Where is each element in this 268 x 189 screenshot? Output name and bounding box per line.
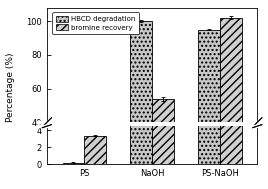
Text: Percentage (%): Percentage (%): [6, 52, 15, 122]
Bar: [84, 184, 106, 189]
Bar: [84, 136, 106, 164]
Bar: [220, 18, 242, 189]
Bar: [130, 0, 152, 164]
Bar: [198, 29, 220, 189]
Bar: [220, 0, 242, 164]
Bar: [130, 21, 152, 189]
Bar: [62, 163, 84, 164]
Bar: [152, 99, 174, 189]
Bar: [198, 0, 220, 164]
Legend: HBCD degradation, bromine recovery: HBCD degradation, bromine recovery: [53, 12, 139, 34]
Bar: [152, 0, 174, 164]
